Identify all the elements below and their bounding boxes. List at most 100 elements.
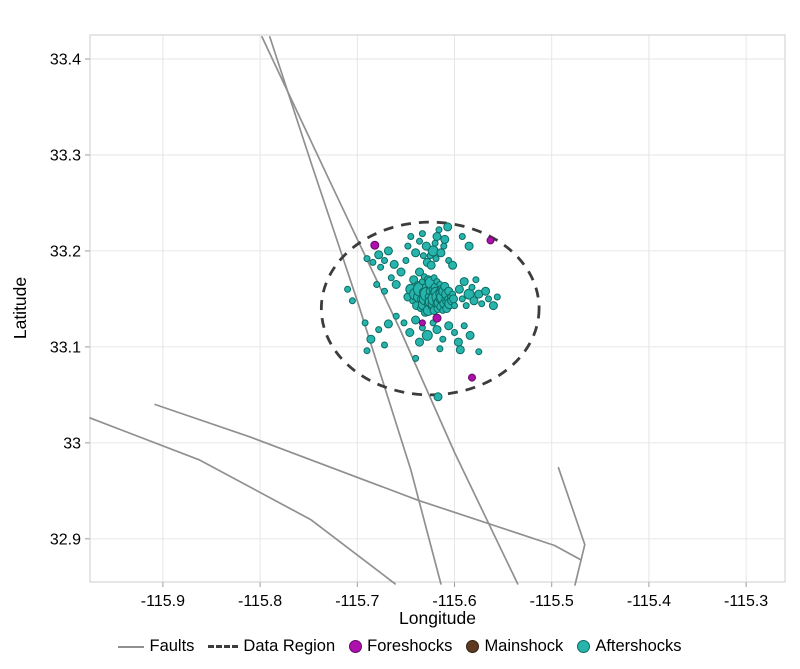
y-tick-label: 33.4: [50, 51, 81, 68]
aftershock-point: [412, 354, 420, 362]
aftershock-point: [432, 232, 442, 241]
fault-line: [261, 36, 519, 585]
aftershock-point: [433, 392, 443, 402]
aftershock-point: [485, 295, 492, 303]
aftershock-point: [407, 233, 415, 240]
aftershock-point: [374, 250, 384, 260]
y-tick-label: 32.9: [50, 531, 81, 548]
aftershock-point: [363, 255, 371, 263]
data-region-dashed-swatch: [208, 645, 239, 648]
aftershock-point: [400, 319, 408, 327]
aftershock-point: [459, 277, 469, 287]
aftershock-point: [363, 347, 371, 355]
aftershock-point: [432, 325, 442, 335]
aftershock-point: [396, 267, 406, 277]
aftershock-point: [451, 329, 458, 336]
fault-line: [557, 466, 586, 586]
y-tick-label: 33: [63, 435, 81, 452]
x-tick-label: -115.3: [724, 593, 768, 610]
aftershock-point: [449, 294, 458, 304]
foreshock-point: [370, 240, 380, 250]
aftershock-point: [415, 337, 424, 347]
legend-item-mainshock: Mainshock: [466, 637, 563, 656]
legend-label-faults: Faults: [149, 637, 195, 655]
mainshock-dot-swatch: [466, 640, 480, 653]
foreshocks-dot-swatch: [349, 640, 363, 653]
x-tick-label: -115.6: [432, 593, 476, 610]
legend-label-aftershocks: Aftershocks: [595, 637, 682, 655]
aftershock-point: [421, 329, 433, 341]
aftershock-point: [369, 258, 377, 266]
aftershock-point: [348, 297, 356, 305]
faults-line-swatch: [118, 645, 145, 648]
aftershock-point: [391, 280, 401, 289]
aftershock-point: [440, 234, 450, 244]
foreshock-point: [468, 373, 476, 382]
aftershock-point: [381, 287, 388, 295]
aftershock-point: [481, 286, 491, 296]
legend-item-foreshocks: Foreshocks: [349, 637, 452, 656]
aftershock-point: [415, 267, 424, 277]
aftershock-point: [439, 335, 447, 343]
x-tick-label: -115.7: [335, 593, 379, 610]
aftershock-point: [488, 301, 498, 311]
x-tick-label: -115.8: [238, 593, 282, 610]
aftershock-point: [405, 328, 415, 337]
aftershock-point: [493, 293, 501, 301]
aftershock-point: [458, 295, 466, 303]
aftershock-point: [444, 321, 454, 331]
aftershock-point: [464, 241, 474, 251]
foreshock-point: [432, 313, 442, 323]
aftershock-point: [455, 345, 465, 355]
aftershock-point: [381, 341, 388, 349]
plot-frame: [89, 34, 786, 583]
foreshock-point: [418, 319, 426, 327]
aftershock-point: [402, 257, 410, 264]
legend-item-faults: Faults: [118, 637, 194, 656]
foreshock-point: [486, 236, 495, 245]
aftershock-point: [426, 260, 436, 270]
x-tick-label: -115.4: [627, 593, 671, 610]
aftershock-point: [418, 230, 426, 238]
legend-label-foreshocks: Foreshocks: [367, 637, 453, 655]
aftershock-point: [432, 255, 440, 263]
aftershock-point: [383, 319, 393, 329]
y-axis-label: Latitude: [10, 276, 30, 340]
aftershock-point: [411, 248, 421, 258]
y-tick-label: 33.3: [50, 147, 81, 164]
aftershock-point: [377, 263, 385, 271]
aftershock-point: [404, 242, 412, 250]
aftershock-point: [465, 330, 475, 340]
aftershock-point: [366, 334, 376, 344]
aftershock-point: [443, 222, 453, 232]
aftershock-point: [440, 242, 448, 250]
fault-line: [89, 417, 397, 585]
x-tick-label: -115.5: [530, 593, 574, 610]
aftershock-point: [472, 276, 480, 284]
legend-label-mainshock: Mainshock: [484, 637, 564, 655]
aftershock-point: [478, 300, 486, 308]
legend-label-data-region: Data Region: [243, 637, 336, 655]
legend: Faults Data Region Foreshocks Mainshock …: [0, 637, 800, 656]
aftershock-point: [436, 248, 446, 258]
aftershocks-dot-swatch: [577, 640, 591, 653]
aftershock-point: [475, 348, 483, 356]
y-tick-label: 33.1: [50, 339, 81, 356]
aftershock-point: [469, 296, 479, 306]
aftershock-point: [421, 241, 431, 251]
aftershock-point: [392, 312, 400, 320]
aftershock-point: [416, 237, 423, 245]
x-tick-label: -115.9: [141, 593, 185, 610]
aftershock-point: [375, 326, 383, 334]
aftershock-point: [389, 259, 399, 269]
aftershock-point: [383, 246, 393, 256]
aftershock-point: [387, 274, 395, 282]
fault-line: [268, 36, 442, 585]
aftershock-point: [431, 239, 439, 247]
data-region-ellipse: [319, 220, 541, 397]
aftershock-point: [451, 302, 458, 310]
aftershock-point: [454, 284, 464, 294]
aftershock-point: [462, 302, 470, 310]
aftershock-point: [448, 260, 458, 270]
